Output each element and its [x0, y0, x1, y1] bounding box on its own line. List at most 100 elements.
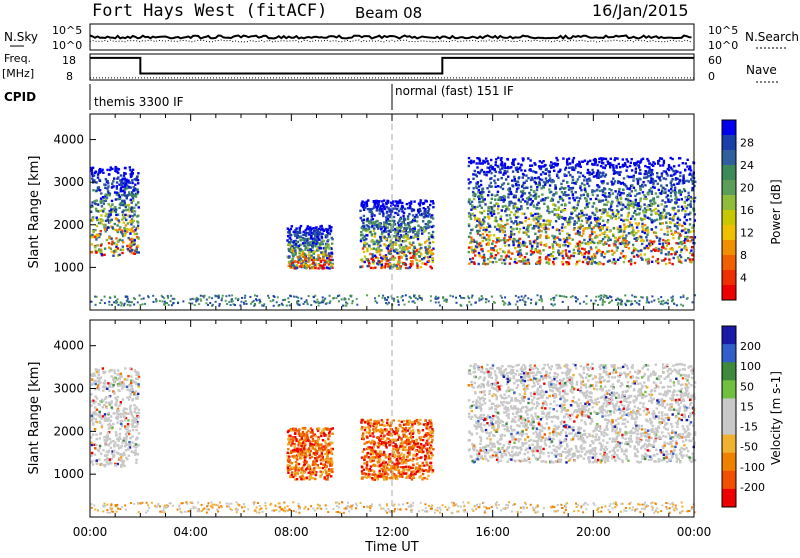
power-echo-cell [488, 206, 490, 208]
power-echo-cell [686, 207, 688, 209]
power-echo-cell [394, 257, 396, 259]
power-echo-cell [322, 299, 324, 301]
power-echo-cell [608, 192, 610, 194]
power-echo-cell [667, 253, 669, 255]
power-echo-cell [371, 225, 373, 227]
power-echo-cell [621, 242, 623, 244]
power-echo-cell [578, 247, 580, 249]
velocity-echo-cell [130, 380, 132, 382]
power-echo-cell [554, 303, 556, 305]
power-echo-cell [133, 304, 135, 306]
power-echo-cell [276, 301, 278, 303]
power-echo-cell [641, 231, 643, 233]
power-echo-cell [526, 253, 528, 255]
power-echo-cell [526, 246, 528, 248]
power-echo-cell [522, 173, 524, 175]
power-echo-cell [567, 185, 569, 187]
power-echo-cell [493, 234, 495, 236]
power-echo-cell [534, 213, 536, 215]
power-echo-cell [482, 188, 484, 190]
power-echo-cell [606, 250, 608, 252]
power-echo-cell [412, 301, 414, 303]
power-echo-cell [644, 218, 646, 220]
power-echo-cell [545, 236, 547, 238]
power-echo-cell [603, 195, 605, 197]
power-echo-cell [527, 157, 529, 159]
power-echo-cell [386, 212, 388, 214]
power-echo-cell [364, 206, 366, 208]
power-echo-cell [505, 239, 507, 241]
power-echo-cell [665, 248, 667, 250]
velocity-echo-cell [130, 375, 132, 377]
power-echo-cell [131, 191, 133, 193]
power-echo-cell [221, 297, 223, 299]
power-echo-cell [475, 185, 477, 187]
power-echo-cell [108, 237, 110, 239]
power-echo-cell [296, 261, 298, 263]
power-echo-cell [681, 198, 683, 200]
power-echo-cell [468, 236, 470, 238]
power-echo-cell [396, 252, 398, 254]
velocity-echo-cell [113, 393, 115, 395]
power-echo-cell [402, 248, 404, 250]
velocity-echo-cell [99, 433, 101, 435]
power-echo-cell [687, 239, 689, 241]
power-echo-cell [588, 250, 590, 252]
power-echo-cell [657, 210, 659, 212]
power-echo-cell [386, 263, 388, 265]
power-echo-cell [129, 169, 131, 171]
power-echo-cell [614, 157, 616, 159]
power-echo-cell [580, 166, 582, 168]
power-ytick-label: 4000 [53, 133, 84, 147]
power-echo-cell [689, 261, 691, 263]
power-echo-cell [653, 240, 655, 242]
power-echo-cell [557, 209, 559, 211]
power-echo-cell [524, 295, 526, 297]
power-echo-cell [268, 297, 270, 299]
power-echo-cell [619, 236, 621, 238]
velocity-echo-cell [91, 444, 93, 446]
power-echo-cell [506, 170, 508, 172]
power-echo-cell [517, 208, 519, 210]
power-echo-cell [420, 266, 422, 268]
power-echo-cell [267, 295, 269, 297]
power-echo-cell [417, 235, 419, 237]
power-echo-cell [481, 295, 483, 297]
power-echo-cell [427, 215, 429, 217]
power-echo-cell [431, 258, 433, 260]
noise-right-tick-bottom: 10^0 [708, 39, 738, 52]
power-echo-cell [137, 182, 139, 184]
power-echo-cell [215, 301, 217, 303]
power-echo-cell [351, 302, 353, 304]
power-echo-cell [519, 260, 521, 262]
power-echo-cell [300, 298, 302, 300]
power-echo-cell [554, 164, 556, 166]
power-echo-cell [641, 243, 643, 245]
power-echo-cell [538, 184, 540, 186]
power-echo-cell [530, 179, 532, 181]
power-echo-cell [99, 210, 101, 212]
power-echo-cell [483, 210, 485, 212]
power-echo-cell [572, 179, 574, 181]
power-echo-cell [171, 304, 173, 306]
power-echo-cell [606, 226, 608, 228]
power-echo-cell [476, 206, 478, 208]
velocity-echo-cell [118, 436, 120, 438]
power-echo-cell [356, 298, 358, 300]
power-echo-cell [362, 247, 364, 249]
power-echo-cell [670, 222, 672, 224]
power-echo-cell [674, 187, 676, 189]
power-echo-cell [626, 158, 628, 160]
power-echo-cell [545, 169, 547, 171]
power-echo-cell [477, 171, 479, 173]
power-echo-cell [503, 304, 505, 306]
power-echo-cell [606, 214, 608, 216]
power-echo-cell [527, 177, 529, 179]
power-echo-cell [684, 210, 686, 212]
power-echo-cell [313, 256, 315, 258]
power-echo-cell [646, 234, 648, 236]
power-echo-cell [578, 253, 580, 255]
power-echo-cell [468, 212, 470, 214]
power-echo-cell [94, 246, 96, 248]
